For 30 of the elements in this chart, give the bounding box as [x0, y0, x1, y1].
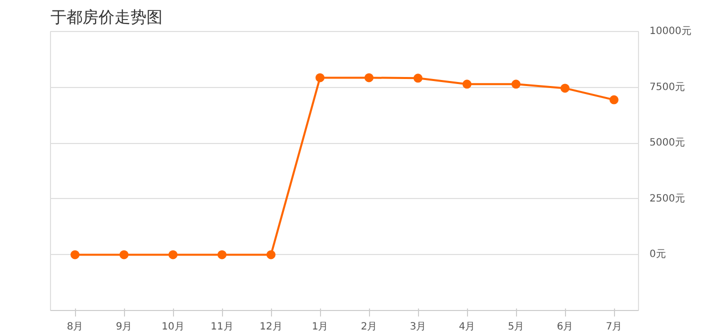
y-tick-label: 10000元: [650, 26, 692, 37]
y-tick-label: 5000元: [650, 138, 685, 149]
point: [168, 250, 178, 260]
point: [266, 250, 276, 260]
x-tick-label: 5月: [508, 322, 524, 332]
point: [218, 250, 226, 260]
point: [560, 84, 570, 93]
x-tick-label: 12月: [260, 322, 282, 332]
point: [120, 250, 128, 260]
point: [316, 73, 324, 82]
x-tick-label: 3月: [410, 322, 426, 332]
x-tick-label: 2月: [360, 322, 378, 332]
point: [512, 80, 520, 89]
point: [462, 80, 472, 89]
x-tick-label: 8月: [66, 322, 84, 332]
chart-title: 于都房价走势图: [50, 8, 162, 26]
point: [610, 95, 618, 104]
x-tick-label: 10月: [162, 322, 184, 332]
x-tick-label: 9月: [116, 322, 132, 332]
x-tick-label: 6月: [556, 322, 574, 332]
x-tick-label: 1月: [312, 322, 328, 332]
x-tick-label: 4月: [458, 322, 476, 332]
point: [70, 250, 80, 260]
x-tick-label: 7月: [606, 322, 622, 332]
point: [364, 73, 374, 82]
x-tick-label: 11月: [210, 322, 234, 332]
y-tick-label: 7500元: [650, 82, 685, 93]
point: [414, 74, 422, 83]
y-tick-label: 2500元: [650, 193, 685, 204]
y-tick-label: 0元: [650, 249, 666, 260]
